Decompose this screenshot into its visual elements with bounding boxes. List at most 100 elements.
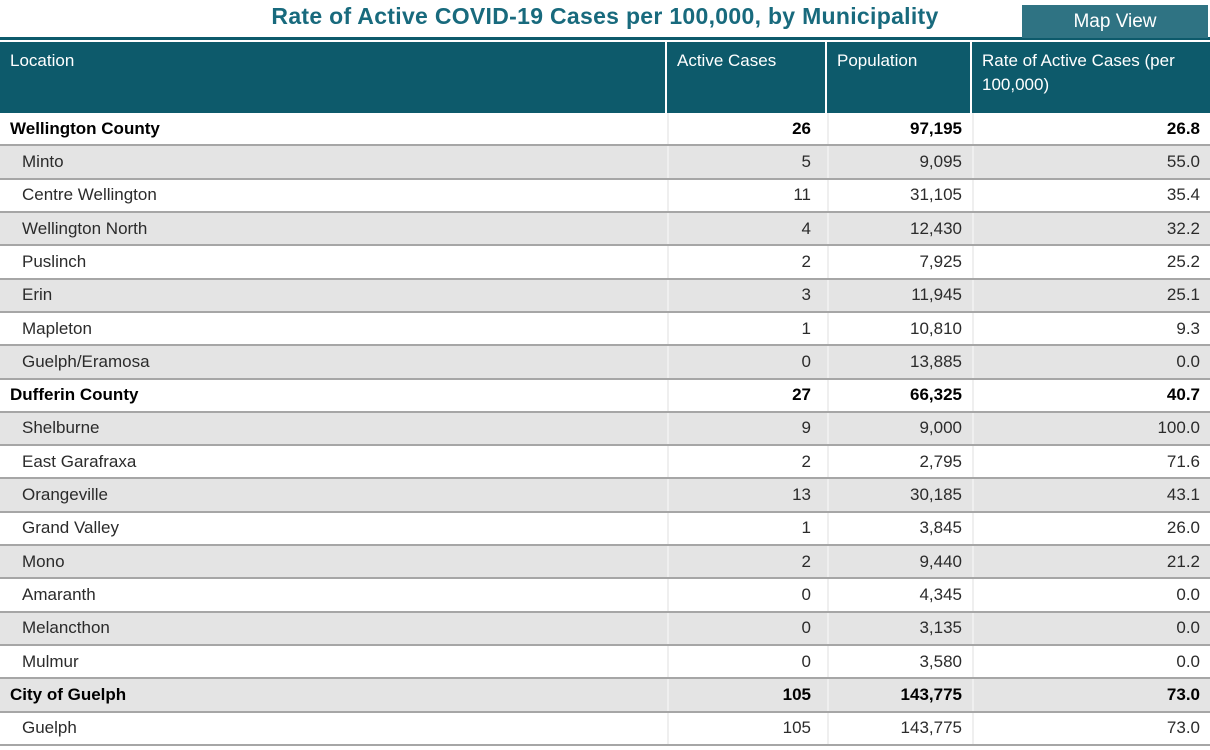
cell-location: Mulmur (22, 651, 79, 671)
cell-rate: 73.0 (972, 712, 1210, 744)
cell-location: Centre Wellington (22, 185, 157, 205)
table-row[interactable]: City of Guelph 105 143,775 73.0 (0, 679, 1210, 713)
cell-rate: 35.4 (972, 179, 1210, 211)
table-row[interactable]: Dufferin County 27 66,325 40.7 (0, 379, 1210, 413)
cell-population: 143,775 (827, 712, 972, 744)
cell-rate: 100.0 (972, 412, 1210, 445)
cell-population: 30,185 (827, 479, 972, 511)
cell-active-cases: 1 (667, 312, 827, 345)
cell-rate: 25.2 (972, 246, 1210, 278)
cell-population: 3,580 (827, 646, 972, 678)
cell-rate: 26.8 (972, 113, 1210, 145)
table-row[interactable]: Orangeville 13 30,185 43.1 (0, 479, 1210, 513)
cell-active-cases: 13 (667, 479, 827, 511)
cell-active-cases: 0 (667, 579, 827, 611)
cell-population: 2,795 (827, 446, 972, 478)
cell-population: 97,195 (827, 113, 972, 145)
cell-rate: 55.0 (972, 146, 1210, 178)
cell-rate: 0.0 (972, 646, 1210, 678)
table-row[interactable]: Centre Wellington 11 31,105 35.4 (0, 179, 1210, 213)
map-view-button[interactable]: Map View (1022, 5, 1208, 38)
cell-location: Guelph (22, 718, 77, 738)
cell-active-cases: 5 (667, 146, 827, 178)
cell-population: 13,885 (827, 346, 972, 378)
cell-active-cases: 0 (667, 612, 827, 644)
cell-rate: 32.2 (972, 212, 1210, 245)
cell-location: Amaranth (22, 585, 96, 605)
cell-rate: 0.0 (972, 579, 1210, 611)
cell-location: Guelph/Eramosa (22, 351, 150, 371)
table-row[interactable]: Wellington North 4 12,430 32.2 (0, 212, 1210, 247)
cell-active-cases: 105 (667, 712, 827, 744)
cell-rate: 26.0 (972, 512, 1210, 545)
cell-active-cases: 27 (667, 379, 827, 411)
cell-location: Minto (22, 151, 64, 171)
table-row[interactable]: Guelph 105 143,775 73.0 (0, 712, 1210, 746)
table-row[interactable]: Erin 3 11,945 25.1 (0, 279, 1210, 313)
table-row[interactable]: Guelph/Eramosa 0 13,885 0.0 (0, 346, 1210, 380)
cell-population: 12,430 (827, 212, 972, 245)
cell-location: Shelburne (22, 418, 100, 438)
table-row[interactable]: Grand Valley 1 3,845 26.0 (0, 512, 1210, 547)
cell-location: Dufferin County (10, 385, 139, 405)
column-header-active-cases[interactable]: Active Cases (667, 42, 827, 113)
cell-active-cases: 2 (667, 246, 827, 278)
cell-location: Wellington North (22, 218, 148, 238)
cell-population: 4,345 (827, 579, 972, 611)
page-title: Rate of Active COVID-19 Cases per 100,00… (271, 3, 939, 29)
table-row[interactable]: Shelburne 9 9,000 100.0 (0, 412, 1210, 447)
cell-location: Mapleton (22, 318, 92, 338)
cell-active-cases: 26 (667, 113, 827, 145)
cell-active-cases: 3 (667, 279, 827, 311)
cell-rate: 0.0 (972, 612, 1210, 644)
cell-location: Mono (22, 551, 65, 571)
cell-location: Erin (22, 285, 53, 305)
table-row[interactable]: Puslinch 2 7,925 25.2 (0, 246, 1210, 280)
cell-location: City of Guelph (10, 684, 127, 704)
column-header-location[interactable]: Location (0, 42, 667, 113)
cell-rate: 9.3 (972, 312, 1210, 345)
cell-rate: 25.1 (972, 279, 1210, 311)
cell-rate: 21.2 (972, 546, 1210, 578)
table-row[interactable]: Amaranth 0 4,345 0.0 (0, 579, 1210, 613)
cell-population: 31,105 (827, 179, 972, 211)
cell-location: East Garafraxa (22, 451, 137, 471)
cell-population: 3,845 (827, 512, 972, 545)
cell-population: 7,925 (827, 246, 972, 278)
title-divider (0, 37, 1210, 40)
cell-active-cases: 9 (667, 412, 827, 445)
title-bar: Rate of Active COVID-19 Cases per 100,00… (0, 0, 1210, 38)
column-header-rate[interactable]: Rate of Active Cases (per 100,000) (982, 51, 1175, 94)
cell-location: Orangeville (22, 485, 108, 505)
cell-population: 3,135 (827, 612, 972, 644)
cell-population: 10,810 (827, 312, 972, 345)
column-header-population[interactable]: Population (827, 42, 972, 113)
cell-active-cases: 0 (667, 346, 827, 378)
cell-rate: 71.6 (972, 446, 1210, 478)
cell-location: Grand Valley (22, 518, 120, 538)
table-row[interactable]: Mono 2 9,440 21.2 (0, 546, 1210, 580)
cell-population: 11,945 (827, 279, 972, 311)
table-row[interactable]: Minto 5 9,095 55.0 (0, 146, 1210, 180)
table-row[interactable]: East Garafraxa 2 2,795 71.6 (0, 446, 1210, 480)
table-body: Wellington County 26 97,195 26.8 Minto 5 9,095… (0, 113, 1210, 746)
cell-population: 9,000 (827, 412, 972, 445)
cell-active-cases: 4 (667, 212, 827, 245)
table-row[interactable]: Melancthon 0 3,135 0.0 (0, 612, 1210, 646)
cell-active-cases: 1 (667, 512, 827, 545)
cell-population: 9,095 (827, 146, 972, 178)
cell-location: Wellington County (10, 118, 160, 138)
table-row[interactable]: Wellington County 26 97,195 26.8 (0, 113, 1210, 147)
cell-population: 143,775 (827, 679, 972, 711)
cell-population: 66,325 (827, 379, 972, 411)
cell-active-cases: 2 (667, 446, 827, 478)
table-header-row: Location Active Cases Population Rate of… (0, 42, 1210, 113)
table-row[interactable]: Mulmur 0 3,580 0.0 (0, 646, 1210, 680)
cell-active-cases: 0 (667, 646, 827, 678)
cell-location: Puslinch (22, 251, 87, 271)
table-row[interactable]: Mapleton 1 10,810 9.3 (0, 312, 1210, 347)
cell-rate: 43.1 (972, 479, 1210, 511)
cell-active-cases: 2 (667, 546, 827, 578)
cell-active-cases: 11 (667, 179, 827, 211)
